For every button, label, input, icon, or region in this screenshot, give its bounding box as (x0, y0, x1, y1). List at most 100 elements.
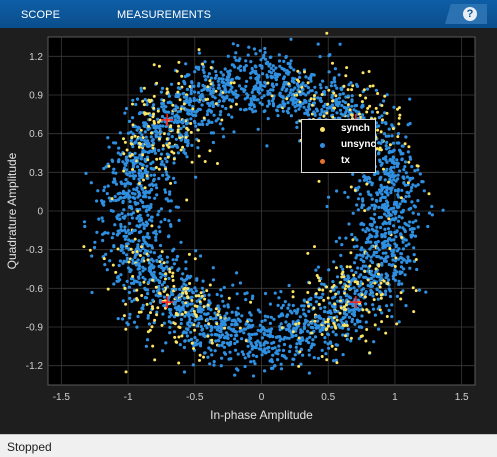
unsync-point (221, 320, 226, 324)
unsync-point (390, 315, 394, 319)
tab-scope[interactable]: SCOPE (21, 9, 61, 21)
synch-point (310, 103, 314, 107)
unsync-point (350, 232, 354, 237)
y-tick-label: -1.2 (26, 361, 44, 372)
unsync-point (113, 194, 117, 199)
unsync-point (250, 296, 254, 301)
unsync-point (330, 95, 334, 99)
synch-point (285, 97, 289, 101)
unsync-point (143, 97, 147, 102)
unsync-point (335, 86, 339, 90)
synch-point (184, 135, 188, 139)
unsync-point (374, 235, 378, 239)
synch-point (329, 289, 333, 293)
unsync-point (265, 73, 269, 77)
unsync-point (314, 91, 318, 95)
unsync-point (145, 139, 150, 143)
synch-point (387, 217, 391, 221)
unsync-point (380, 138, 384, 143)
unsync-point (384, 158, 388, 162)
unsync-point (391, 224, 396, 228)
tab-measurements[interactable]: MEASUREMENTS (117, 9, 212, 21)
synch-point (317, 179, 321, 183)
unsync-point (408, 266, 412, 270)
synch-point (377, 263, 381, 267)
help-button[interactable]: ? (445, 4, 487, 24)
x-tick-label: 0 (259, 392, 265, 403)
unsync-point (123, 228, 127, 232)
unsync-point (100, 201, 105, 205)
unsync-point (152, 179, 156, 183)
unsync-point (202, 65, 206, 69)
unsync-point (244, 298, 248, 302)
unsync-point (136, 190, 141, 194)
unsync-point (393, 174, 397, 178)
unsync-point (284, 55, 288, 59)
unsync-point (194, 289, 198, 293)
unsync-point (370, 276, 374, 280)
unsync-point (370, 227, 374, 231)
synch-point (412, 310, 416, 314)
unsync-point (179, 308, 183, 312)
unsync-point (180, 285, 184, 289)
unsync-point (112, 177, 116, 181)
synch-point (342, 305, 346, 309)
unsync-point (109, 249, 113, 253)
legend-marker-synch (320, 127, 325, 132)
unsync-point (170, 292, 174, 296)
unsync-point (414, 184, 418, 188)
synch-point (352, 273, 356, 277)
unsync-point (186, 144, 190, 148)
unsync-point (279, 362, 283, 366)
unsync-point (151, 183, 155, 188)
unsync-point (234, 333, 238, 338)
unsync-point (200, 89, 204, 93)
unsync-point (111, 180, 115, 184)
unsync-point (233, 337, 237, 341)
unsync-point (312, 343, 316, 347)
synch-point (331, 285, 335, 289)
unsync-point (322, 92, 327, 97)
unsync-point (200, 327, 205, 331)
unsync-point (384, 144, 388, 148)
unsync-point (144, 344, 148, 348)
unsync-point (219, 330, 223, 334)
unsync-point (147, 261, 151, 265)
unsync-point (233, 55, 237, 59)
unsync-point (143, 248, 148, 253)
unsync-point (137, 225, 141, 229)
unsync-point (216, 326, 220, 330)
unsync-point (123, 237, 127, 241)
unsync-point (93, 240, 97, 244)
unsync-point (266, 117, 270, 121)
synch-point (310, 331, 314, 335)
unsync-point (176, 151, 180, 155)
unsync-point (397, 282, 401, 286)
unsync-point (239, 68, 243, 73)
unsync-point (244, 322, 248, 326)
synch-point (312, 97, 316, 101)
unsync-point (378, 199, 383, 203)
unsync-point (357, 308, 361, 312)
unsync-point (271, 64, 275, 68)
unsync-point (214, 69, 218, 74)
unsync-point (307, 371, 311, 375)
unsync-point (299, 328, 303, 332)
unsync-point (205, 112, 209, 117)
unsync-point (125, 260, 129, 264)
unsync-point (347, 222, 351, 226)
unsync-point (360, 105, 364, 109)
unsync-point (291, 76, 295, 80)
unsync-point (140, 138, 144, 142)
synch-point (146, 158, 150, 162)
synch-point (368, 104, 372, 108)
unsync-point (155, 289, 160, 293)
unsync-point (148, 113, 152, 117)
tick-labels: -1.5 -1 -0.5 0 0.5 1 1.5-1.2-0.9-0.6-0.300.30.… (26, 52, 469, 403)
synch-point (145, 252, 149, 256)
unsync-point (161, 349, 165, 353)
unsync-point (168, 192, 172, 196)
unsync-point (149, 203, 153, 207)
unsync-point (114, 182, 119, 186)
unsync-point (209, 76, 213, 80)
